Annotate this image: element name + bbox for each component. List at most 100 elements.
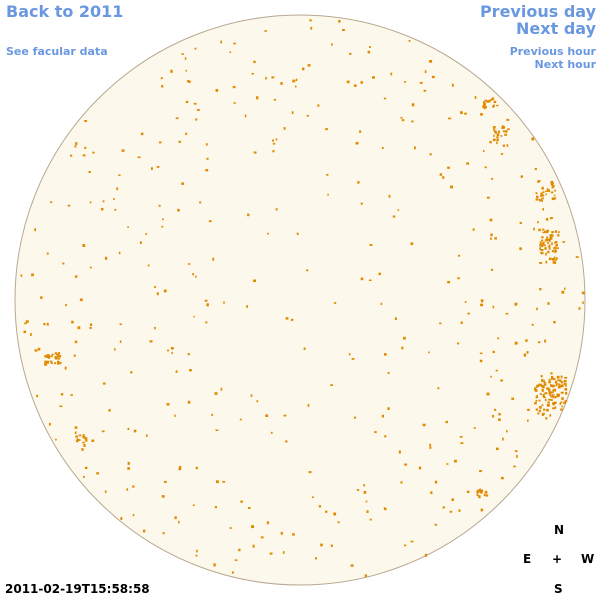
facula-speck [506,118,510,121]
facula-speck [114,208,117,211]
facula-speck [384,353,387,356]
facula-speck [206,157,209,160]
next-day-link[interactable]: Next day [516,19,596,38]
facula-speck [564,376,568,379]
facula-speck [541,186,544,190]
compass-east-label: E [523,552,532,566]
facula-speck [418,466,422,470]
facula-speck [185,69,187,72]
facula-speck [545,231,549,234]
facula-speck [504,130,508,133]
facula-speck [367,50,371,54]
facula-speck [312,496,314,499]
facula-speck [554,406,557,409]
facula-speck [546,188,549,190]
facula-speck [483,493,486,497]
facula-speck [272,139,274,142]
facula-speck [551,377,553,380]
facula-speck [199,201,202,204]
facula-speck [557,234,560,237]
facula-speck [565,391,568,395]
facula-speck [269,552,273,555]
facula-speck [306,269,309,272]
facula-speck [325,510,328,513]
facula-speck [104,256,108,260]
facula-speck [303,347,306,350]
facula-speck [196,109,200,111]
facula-speck [232,571,234,574]
facula-speck [480,508,484,512]
facula-speck [130,371,133,374]
facula-speck [542,241,545,244]
facula-speck [414,146,416,150]
facula-speck [545,218,549,221]
facula-speck [283,127,286,130]
facula-speck [264,30,267,32]
facula-speck [156,292,159,296]
facula-speck [116,187,119,191]
facula-speck [400,481,403,484]
facula-speck [535,389,538,392]
facula-speck [253,279,256,283]
facula-speck [539,241,542,244]
facula-speck [45,355,48,358]
facula-speck [161,85,164,88]
facula-speck [285,317,289,320]
facula-speck [551,231,554,234]
facula-speck [365,500,368,503]
facula-speck [108,409,111,412]
facula-speck [205,143,208,146]
facula-speck [490,233,493,237]
facula-speck [543,408,546,411]
previous-hour-link[interactable]: Previous hour [509,45,596,58]
back-to-year-link[interactable]: Back to 2011 [6,2,124,21]
facula-speck [181,53,184,55]
facula-speck [431,75,435,79]
facula-speck [47,356,51,359]
facula-speck [545,193,547,196]
facula-speck [355,142,359,145]
facula-speck [554,250,556,253]
facula-speck [424,553,428,557]
facula-speck [158,204,161,207]
facula-speck [120,517,123,520]
facula-speck [494,237,497,240]
facula-speck [479,488,481,491]
facula-speck [351,358,355,360]
facula-speck [290,318,294,321]
facula-speck [244,114,247,118]
next-hour-link[interactable]: Next hour [534,58,597,71]
facula-speck [500,153,504,155]
facula-speck [222,480,226,483]
facula-speck [496,139,499,142]
see-facular-data-link[interactable]: See facular data [6,45,108,58]
facula-speck [265,76,267,80]
facula-speck [560,401,563,404]
facula-speck [551,258,555,261]
facula-speck [445,420,448,424]
facula-speck [285,440,288,443]
facula-speck [506,430,508,433]
facula-speck [234,559,238,561]
facula-speck [519,247,522,251]
facula-speck [557,383,560,385]
facula-speck [308,471,312,474]
facula-speck [292,79,296,83]
facula-speck [408,40,411,42]
facula-speck [536,384,539,387]
facula-speck [552,185,555,188]
previous-day-link[interactable]: Previous day [479,2,596,21]
facula-speck [423,89,427,92]
facula-speck [556,375,560,379]
facula-speck [294,85,297,88]
facula-speck [74,275,78,278]
facula-speck [548,398,551,401]
facula-speck [460,442,464,444]
facula-speck [533,227,535,231]
facula-speck [479,359,483,363]
facula-speck [429,153,432,156]
facula-speck [483,150,485,152]
facula-speck [363,484,366,487]
facula-speck [542,208,544,211]
facula-speck [132,514,135,517]
